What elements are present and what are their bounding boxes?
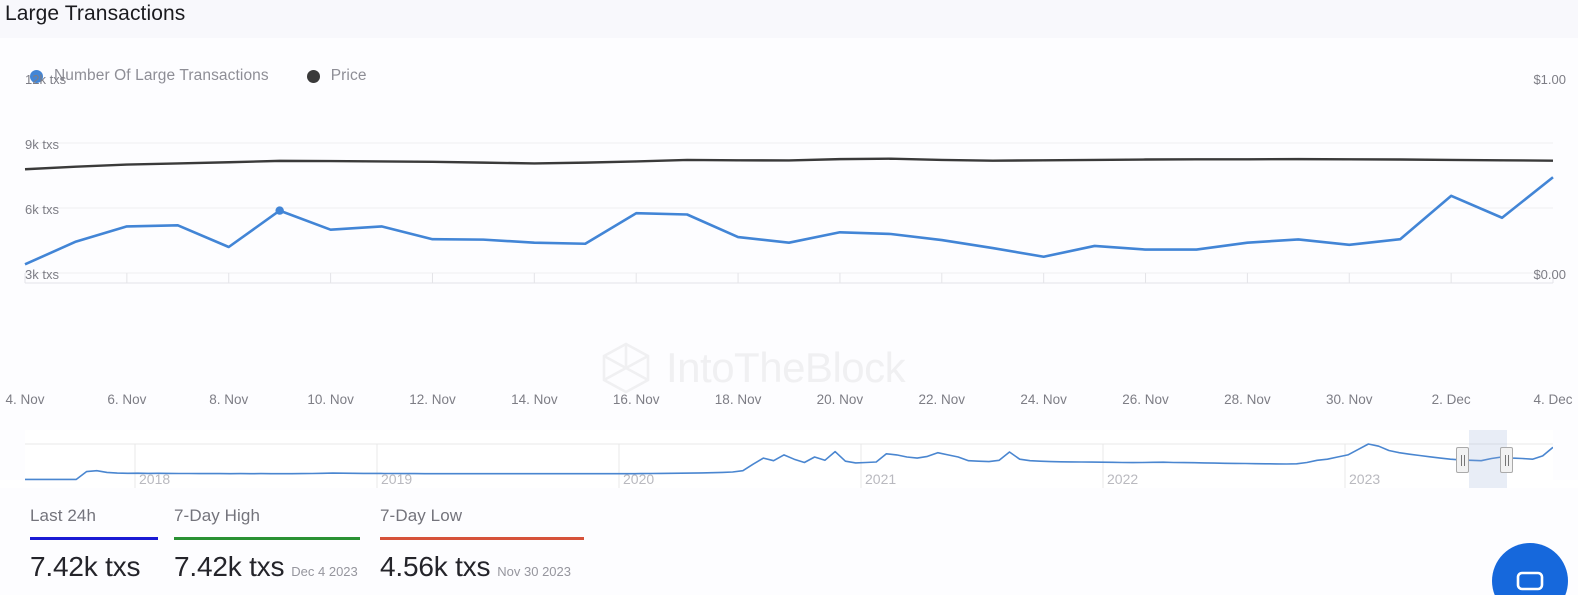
chart-svg — [24, 142, 1554, 284]
chart-vertical-gridlines — [24, 273, 1554, 284]
chart-card: Number Of Large Transactions Price — [0, 38, 1578, 511]
x-axis-tick-2: 8. Nov — [209, 392, 249, 407]
stat-label-last-24h: Last 24h — [30, 506, 97, 525]
page-title: Large Transactions — [5, 2, 186, 25]
stat-date-7-day-high: Dec 4 2023 — [291, 564, 358, 579]
x-axis-tick-3: 10. Nov — [307, 392, 354, 407]
navigator-year-2022: 2022 — [1107, 471, 1139, 487]
x-axis-tick-13: 30. Nov — [1326, 392, 1373, 407]
y-axis-tick-12k: 12k txs — [25, 72, 67, 87]
navigator-year-2019: 2019 — [381, 471, 413, 487]
legend-dot-icon-transactions — [30, 69, 43, 83]
y2-axis-tick-0: $0.00 — [1533, 267, 1566, 282]
stat-value-7-day-low: 4.56k txs — [380, 551, 491, 582]
chart-legend: Number Of Large Transactions Price — [30, 64, 405, 88]
x-axis-tick-1: 6. Nov — [107, 392, 147, 407]
price-series-line — [24, 157, 1554, 171]
chart-x-axis: 4. Nov 6. Nov 8. Nov 10. Nov 12. Nov 14. Nov 1… — [0, 383, 1578, 413]
transactions-series-line — [24, 176, 1554, 266]
y2-axis-tick-1: $1.00 — [1533, 72, 1566, 87]
stat-label-7-day-low: 7-Day Low — [380, 506, 463, 525]
legend-label-transactions: Number Of Large Transactions — [54, 67, 269, 84]
stat-last-24h: Last 24h 7.42k txs — [30, 506, 158, 583]
stat-value-7-day-high: 7.42k txs — [174, 551, 285, 582]
navigator-year-2021: 2021 — [865, 471, 897, 487]
x-axis-tick-12: 28. Nov — [1224, 392, 1271, 407]
legend-item-transactions[interactable]: Number Of Large Transactions — [30, 67, 269, 85]
stat-value-last-24h: 7.42k txs — [30, 551, 141, 582]
stats-section: Last 24h 7.42k txs 7-Day High 7.42k txs … — [0, 488, 1578, 595]
legend-dot-icon-price — [306, 69, 320, 83]
navigator-series-line — [25, 443, 1553, 481]
x-axis-tick-11: 26. Nov — [1122, 392, 1169, 407]
stat-label-7-day-high: 7-Day High — [174, 506, 261, 525]
stat-rule-7-day-low — [380, 537, 584, 540]
x-axis-tick-6: 16. Nov — [612, 392, 660, 407]
y-axis-tick-9k: 9k txs — [25, 137, 59, 152]
chart-navigator[interactable]: 2018 2019 2020 2021 2022 2023 — [25, 430, 1553, 490]
transactions-data-point-marker — [275, 206, 284, 215]
stat-7-day-high: 7-Day High 7.42k txs Dec 4 2023 — [174, 506, 360, 583]
navigator-year-dividers — [134, 444, 1346, 488]
stat-7-day-low: 7-Day Low 4.56k txs Nov 30 2023 — [380, 506, 584, 583]
legend-item-price[interactable]: Price — [306, 67, 367, 85]
x-axis-tick-9: 22. Nov — [918, 392, 966, 407]
x-axis-tick-5: 14. Nov — [511, 392, 558, 407]
navigator-year-2023: 2023 — [1349, 471, 1381, 487]
stat-date-7-day-low: Nov 30 2023 — [497, 564, 571, 579]
x-axis-tick-4: 12. Nov — [409, 392, 456, 407]
navigator-year-2018: 2018 — [139, 471, 171, 487]
navigator-left-handle[interactable] — [1456, 447, 1469, 473]
x-axis-tick-0: 4. Nov — [5, 392, 45, 407]
chart-plot-area[interactable]: IntoTheBlock 12k txs 9k txs 6k txs 3k tx… — [0, 72, 1578, 394]
x-axis-tick-10: 24. Nov — [1020, 392, 1067, 407]
y-axis-tick-3k: 3k txs — [25, 267, 59, 282]
y-axis-tick-6k: 6k txs — [25, 202, 59, 217]
x-axis-tick-7: 18. Nov — [714, 392, 762, 407]
navigator-year-2020: 2020 — [623, 471, 655, 487]
navigator-svg — [25, 443, 1553, 488]
x-axis-tick-8: 20. Nov — [816, 392, 864, 407]
floating-action-button[interactable] — [1492, 543, 1568, 595]
x-axis-tick-15: 4. Dec — [1533, 392, 1573, 407]
legend-label-price: Price — [330, 67, 367, 84]
navigator-right-handle[interactable] — [1500, 447, 1513, 473]
stat-rule-last-24h — [30, 537, 158, 540]
chart-gridlines — [25, 142, 1553, 274]
page-header: Large Transactions — [0, 0, 1578, 38]
stat-rule-7-day-high — [174, 537, 360, 540]
chat-icon — [1516, 571, 1544, 591]
x-axis-tick-14: 2. Dec — [1431, 392, 1471, 407]
